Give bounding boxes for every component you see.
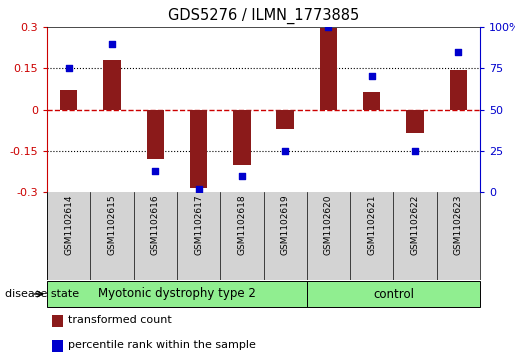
- Text: GSM1102616: GSM1102616: [151, 195, 160, 255]
- Text: GSM1102614: GSM1102614: [64, 195, 73, 255]
- Text: GSM1102619: GSM1102619: [281, 195, 289, 255]
- Bar: [406, 110, 424, 133]
- Bar: [147, 110, 164, 159]
- Bar: [233, 110, 250, 164]
- Bar: [450, 70, 467, 110]
- Text: GSM1102621: GSM1102621: [367, 195, 376, 255]
- Point: [151, 168, 159, 174]
- Bar: [52, 339, 63, 352]
- Bar: [60, 90, 77, 110]
- Text: GSM1102623: GSM1102623: [454, 195, 463, 255]
- Bar: [307, 281, 480, 307]
- Text: GSM1102622: GSM1102622: [410, 195, 420, 255]
- Text: GSM1102617: GSM1102617: [194, 195, 203, 255]
- Point: [454, 49, 462, 55]
- Bar: [277, 110, 294, 129]
- Bar: [104, 60, 121, 110]
- Bar: [190, 110, 207, 188]
- Point: [324, 24, 333, 30]
- Text: disease state: disease state: [5, 289, 79, 299]
- Bar: [363, 91, 381, 110]
- Point: [108, 41, 116, 46]
- Point: [238, 172, 246, 178]
- Bar: [52, 314, 63, 327]
- Text: Myotonic dystrophy type 2: Myotonic dystrophy type 2: [98, 287, 256, 301]
- Point: [411, 148, 419, 154]
- Point: [281, 148, 289, 154]
- Point: [368, 74, 376, 79]
- Point: [64, 65, 73, 71]
- Bar: [47, 281, 307, 307]
- Text: GSM1102618: GSM1102618: [237, 195, 246, 255]
- Text: control: control: [373, 287, 414, 301]
- Bar: [320, 28, 337, 110]
- Point: [195, 186, 203, 192]
- Text: transformed count: transformed count: [67, 315, 171, 325]
- Text: GSM1102620: GSM1102620: [324, 195, 333, 255]
- Title: GDS5276 / ILMN_1773885: GDS5276 / ILMN_1773885: [168, 8, 359, 24]
- Text: percentile rank within the sample: percentile rank within the sample: [67, 340, 255, 350]
- Text: GSM1102615: GSM1102615: [108, 195, 116, 255]
